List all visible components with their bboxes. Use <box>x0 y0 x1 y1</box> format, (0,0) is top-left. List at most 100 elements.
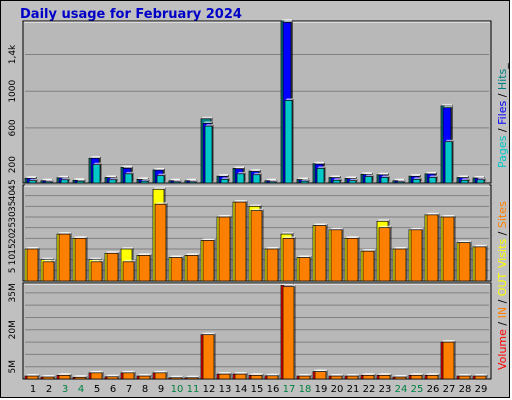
bar-in-day-19-side <box>326 369 328 379</box>
bar-pages-day-20 <box>332 179 341 184</box>
legend-hits-panel: Pages / Files / Hits_ <box>493 21 511 181</box>
bar-in-day-16-top <box>267 373 280 376</box>
bar-pages-day-25 <box>412 178 421 184</box>
bar-pages-day-5-side <box>100 162 102 183</box>
bar-sites-day-8-top <box>139 253 152 256</box>
bar-files-day-12-top <box>203 121 213 124</box>
legend-volume: Volume <box>496 329 509 370</box>
bar-files-day-8-top <box>139 177 149 180</box>
xtick-label-day-16: 16 <box>267 384 280 395</box>
legend-volume-panel: Volume / IN / OUT <box>493 273 511 383</box>
bar-in-day-13 <box>218 373 231 380</box>
bar-sites-day-16 <box>266 248 279 282</box>
bar-in-day-24-top <box>395 375 408 378</box>
bar-pages-day-14-side <box>244 171 246 183</box>
bar-sites-day-26 <box>426 214 439 282</box>
bar-pages-day-26-top <box>429 175 438 178</box>
bar-in-day-12-side <box>214 332 216 379</box>
bar-pages-day-13-top <box>221 177 230 180</box>
bar-pages-day-12 <box>204 125 213 184</box>
legend-end: _ <box>496 63 509 69</box>
bar-files-day-28-top <box>459 175 469 178</box>
bar-in-day-15-side <box>262 373 264 379</box>
bar-sites-day-16-side <box>278 247 280 281</box>
bar-pages-day-23 <box>380 177 389 184</box>
ytick-label-visits: 25 <box>8 222 18 233</box>
bar-in-day-26-side <box>438 373 440 379</box>
bar-sites-day-19-top <box>315 223 328 226</box>
bar-files-day-22-top <box>363 172 373 175</box>
xtick-label-day-14: 14 <box>235 384 248 395</box>
bar-sites-day-29 <box>474 246 487 282</box>
bar-sites-day-24-side <box>406 247 408 281</box>
bar-sites-day-4 <box>74 237 87 282</box>
bar-sites-day-1-top <box>27 247 40 249</box>
bar-pages-day-29 <box>476 179 485 184</box>
xtick-label-day-4: 4 <box>78 384 84 395</box>
bar-in-day-3-top <box>59 373 72 376</box>
bar-sites-day-6-side <box>118 251 120 281</box>
bar-pages-day-19 <box>316 167 325 184</box>
bar-in-day-10-side <box>182 375 184 379</box>
bar-in-day-17 <box>282 286 295 380</box>
bar-sites-day-12-top <box>203 238 216 241</box>
bar-in-day-18-top <box>299 374 312 377</box>
bar-files-day-27-top <box>443 105 453 108</box>
bar-in-day-7-side <box>134 370 136 379</box>
bar-sites-day-20-top <box>331 227 344 230</box>
bar-in-day-12-top <box>203 332 216 335</box>
xtick-label-day-1: 1 <box>30 384 36 395</box>
legend-hits: Hits <box>496 68 509 91</box>
bar-sites-day-18-top <box>299 255 312 258</box>
bar-in-day-11-top <box>187 375 200 378</box>
bar-files-day-15-top <box>251 169 261 172</box>
bar-pages-day-16-top <box>269 179 278 182</box>
bar-pages-day-22-side <box>372 174 374 183</box>
bar-pages-day-19-top <box>317 166 326 169</box>
bar-in-day-27 <box>442 341 455 380</box>
bar-sites-day-24-top <box>395 247 408 249</box>
bar-in-day-7 <box>122 372 135 380</box>
bar-visits-day-9-top <box>153 187 166 190</box>
bar-in-day-2 <box>42 376 55 380</box>
bar-pages-day-13 <box>220 178 229 184</box>
bar-pages-day-16 <box>268 181 277 184</box>
bar-pages-day-15-side <box>260 172 262 183</box>
bar-in-day-19 <box>314 371 327 380</box>
xtick-label-day-6: 6 <box>110 384 116 395</box>
legend-out: OUT <box>496 272 509 297</box>
bar-sites-day-6-top <box>107 251 120 254</box>
bar-pages-day-5-top <box>93 162 102 165</box>
bar-in-day-20 <box>330 375 343 380</box>
bar-pages-day-17 <box>284 100 293 184</box>
bar-in-day-11 <box>186 377 199 380</box>
bar-pages-day-3 <box>60 179 69 184</box>
bar-sites-day-15-side <box>262 208 264 281</box>
bar-in-day-1-side <box>38 374 40 379</box>
bar-in-day-6-side <box>118 374 120 379</box>
bar-sites-day-23-side <box>390 225 392 281</box>
bar-visits-day-23-top <box>377 219 390 222</box>
bar-in-day-12 <box>202 334 215 380</box>
bar-in-day-28-top <box>459 374 472 377</box>
bar-pages-day-14-top <box>237 171 246 174</box>
bar-pages-day-25-side <box>420 177 422 183</box>
bar-sites-day-13-side <box>230 215 232 281</box>
bar-in-day-4-top <box>75 375 88 378</box>
bar-in-day-16 <box>266 375 279 380</box>
bar-pages-day-10 <box>172 181 181 184</box>
bar-sites-day-11-top <box>187 253 200 256</box>
bar-visits-day-2-top <box>41 257 54 260</box>
bar-in-day-9-side <box>166 370 168 379</box>
bar-in-day-6-top <box>107 374 120 377</box>
bar-sites-day-4-side <box>86 236 88 281</box>
ytick-label-visits: 45 <box>8 179 18 190</box>
xtick-label-day-17: 17 <box>283 384 296 395</box>
bar-pages-day-28-top <box>461 178 470 181</box>
bar-pages-day-26 <box>428 177 437 184</box>
bar-in-day-23 <box>378 374 391 380</box>
bar-in-day-8-top <box>139 374 152 377</box>
bar-pages-day-6 <box>108 179 117 184</box>
ytick-label-volume: 20M <box>8 320 18 339</box>
bar-sites-day-9 <box>154 203 167 282</box>
